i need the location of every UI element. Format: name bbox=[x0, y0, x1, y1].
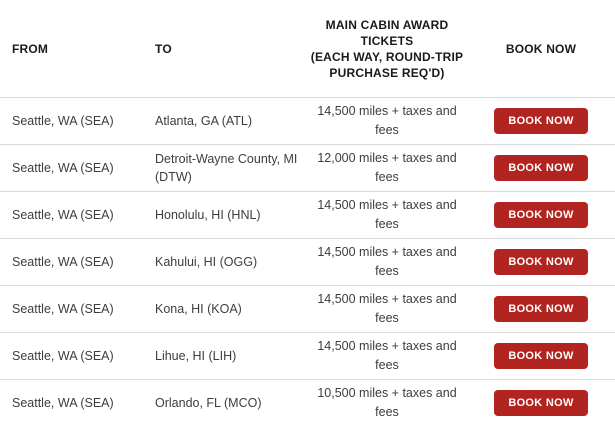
book-cell: BOOK NOW bbox=[467, 249, 615, 275]
award-cell: 14,500 miles + taxes and fees bbox=[307, 102, 467, 140]
award-text: 12,000 miles + taxes and fees bbox=[317, 151, 457, 184]
table-row: Seattle, WA (SEA) Kahului, HI (OGG) 14,5… bbox=[0, 238, 615, 285]
award-text: 10,500 miles + taxes and fees bbox=[317, 386, 457, 419]
award-text: 14,500 miles + taxes and fees bbox=[317, 292, 457, 325]
book-cell: BOOK NOW bbox=[467, 343, 615, 369]
award-header-line: MAIN CABIN AWARD bbox=[325, 17, 449, 32]
from-cell: Seattle, WA (SEA) bbox=[12, 161, 114, 175]
award-cell: 14,500 miles + taxes and fees bbox=[307, 290, 467, 328]
award-cell: 12,000 miles + taxes and fees bbox=[307, 149, 467, 187]
award-cell: 14,500 miles + taxes and fees bbox=[307, 243, 467, 281]
award-cell: 14,500 miles + taxes and fees bbox=[307, 337, 467, 375]
award-cell: 10,500 miles + taxes and fees bbox=[307, 384, 467, 422]
book-now-button[interactable]: BOOK NOW bbox=[494, 343, 588, 369]
table-row: Seattle, WA (SEA) Kona, HI (KOA) 14,500 … bbox=[0, 285, 615, 332]
book-cell: BOOK NOW bbox=[467, 296, 615, 322]
from-cell: Seattle, WA (SEA) bbox=[12, 255, 114, 269]
award-header-line: (EACH WAY, ROUND-TRIP bbox=[310, 49, 464, 64]
book-now-button[interactable]: BOOK NOW bbox=[494, 202, 588, 228]
book-cell: BOOK NOW bbox=[467, 155, 615, 181]
book-now-button[interactable]: BOOK NOW bbox=[494, 390, 588, 416]
book-now-button[interactable]: BOOK NOW bbox=[494, 155, 588, 181]
from-cell: Seattle, WA (SEA) bbox=[12, 208, 114, 222]
from-cell: Seattle, WA (SEA) bbox=[12, 396, 114, 410]
award-text: 14,500 miles + taxes and fees bbox=[317, 339, 457, 372]
book-now-button[interactable]: BOOK NOW bbox=[494, 249, 588, 275]
to-cell: Detroit-Wayne County, MI (DTW) bbox=[155, 152, 298, 184]
book-now-button[interactable]: BOOK NOW bbox=[494, 108, 588, 134]
book-now-button[interactable]: BOOK NOW bbox=[494, 296, 588, 322]
from-cell: Seattle, WA (SEA) bbox=[12, 114, 114, 128]
from-cell: Seattle, WA (SEA) bbox=[12, 302, 114, 316]
award-text: 14,500 miles + taxes and fees bbox=[317, 104, 457, 137]
to-cell: Kahului, HI (OGG) bbox=[155, 255, 258, 269]
to-cell: Orlando, FL (MCO) bbox=[155, 396, 262, 410]
table-row: Seattle, WA (SEA) Atlanta, GA (ATL) 14,5… bbox=[0, 97, 615, 144]
book-cell: BOOK NOW bbox=[467, 390, 615, 416]
column-header-to: TO bbox=[155, 41, 172, 56]
column-header-book-now: BOOK NOW bbox=[505, 41, 577, 56]
award-text: 14,500 miles + taxes and fees bbox=[317, 198, 457, 231]
column-header-award: MAIN CABIN AWARD TICKETS (EACH WAY, ROUN… bbox=[307, 17, 467, 81]
to-cell: Honolulu, HI (HNL) bbox=[155, 208, 261, 222]
table-row: Seattle, WA (SEA) Detroit-Wayne County, … bbox=[0, 144, 615, 191]
from-cell: Seattle, WA (SEA) bbox=[12, 349, 114, 363]
table-row: Seattle, WA (SEA) Lihue, HI (LIH) 14,500… bbox=[0, 332, 615, 379]
column-header-from: FROM bbox=[12, 41, 49, 56]
book-cell: BOOK NOW bbox=[467, 108, 615, 134]
table-header: FROM TO MAIN CABIN AWARD TICKETS (EACH W… bbox=[0, 0, 615, 97]
award-header-line: TICKETS bbox=[360, 33, 414, 48]
table-row: Seattle, WA (SEA) Orlando, FL (MCO) 10,5… bbox=[0, 379, 615, 426]
to-cell: Lihue, HI (LIH) bbox=[155, 349, 237, 363]
award-cell: 14,500 miles + taxes and fees bbox=[307, 196, 467, 234]
award-text: 14,500 miles + taxes and fees bbox=[317, 245, 457, 278]
award-header-line: PURCHASE REQ'D) bbox=[329, 65, 445, 80]
book-cell: BOOK NOW bbox=[467, 202, 615, 228]
to-cell: Kona, HI (KOA) bbox=[155, 302, 242, 316]
to-cell: Atlanta, GA (ATL) bbox=[155, 114, 253, 128]
table-row: Seattle, WA (SEA) Honolulu, HI (HNL) 14,… bbox=[0, 191, 615, 238]
